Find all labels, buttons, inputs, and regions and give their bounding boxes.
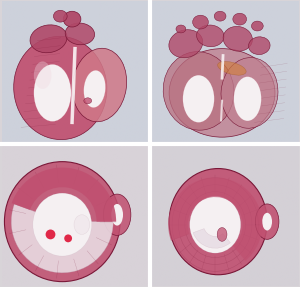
Ellipse shape: [262, 213, 272, 230]
Ellipse shape: [30, 25, 67, 53]
Ellipse shape: [169, 30, 203, 58]
Ellipse shape: [74, 215, 90, 234]
Ellipse shape: [169, 49, 275, 137]
Ellipse shape: [4, 162, 120, 282]
Ellipse shape: [233, 13, 247, 25]
Wedge shape: [12, 168, 116, 222]
Ellipse shape: [33, 193, 92, 256]
Ellipse shape: [65, 23, 94, 45]
Ellipse shape: [84, 70, 106, 108]
Ellipse shape: [111, 204, 123, 226]
Ellipse shape: [63, 11, 81, 27]
Wedge shape: [193, 229, 230, 248]
Ellipse shape: [223, 26, 252, 51]
Ellipse shape: [34, 61, 52, 89]
Ellipse shape: [34, 64, 71, 121]
Ellipse shape: [248, 37, 270, 55]
Ellipse shape: [183, 75, 214, 122]
Ellipse shape: [190, 196, 241, 253]
Ellipse shape: [234, 77, 261, 121]
Ellipse shape: [221, 57, 278, 128]
Ellipse shape: [53, 10, 67, 22]
Ellipse shape: [255, 204, 279, 239]
Ellipse shape: [193, 15, 208, 29]
Ellipse shape: [169, 168, 267, 275]
Ellipse shape: [176, 25, 186, 33]
Ellipse shape: [163, 52, 234, 130]
Ellipse shape: [214, 11, 226, 21]
Ellipse shape: [251, 21, 263, 31]
Wedge shape: [233, 225, 262, 261]
Ellipse shape: [218, 61, 246, 75]
Ellipse shape: [196, 25, 224, 47]
Ellipse shape: [103, 194, 131, 235]
Ellipse shape: [217, 228, 227, 241]
Wedge shape: [168, 177, 262, 241]
Ellipse shape: [46, 230, 56, 239]
Wedge shape: [11, 204, 113, 273]
Ellipse shape: [64, 234, 72, 242]
Ellipse shape: [72, 48, 127, 122]
Ellipse shape: [14, 36, 107, 139]
Ellipse shape: [84, 98, 92, 104]
